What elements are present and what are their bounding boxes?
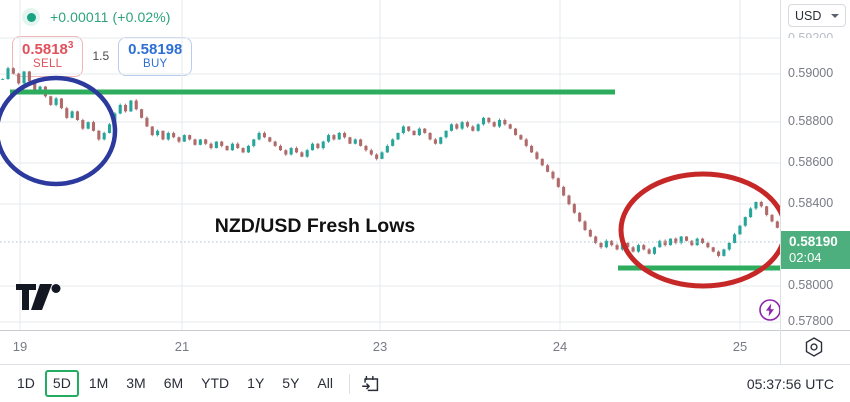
buy-button[interactable]: 0.58198 BUY [118,36,193,77]
utc-clock: 05:37:56 UTC [746,375,834,392]
time-tick-3: 24 [552,339,568,354]
timeframe-buttons: 1D 5D 1M 3M 6M YTD 1Y 5Y All [9,370,341,397]
price-tick-0: 0.59000 [788,66,834,80]
bottom-toolbar: 1D 5D 1M 3M 6M YTD 1Y 5Y All 05:37:56 UTC [0,364,850,402]
time-axis[interactable]: 19 21 23 24 25 [0,330,850,364]
currency-label: USD [795,8,822,23]
buy-price: 0.58198 [128,40,183,58]
price-change-text: +0.00011 (+0.02%) [50,9,171,25]
sell-label: SELL [33,58,63,71]
price-tick-clipped: 0.59200 [788,31,834,38]
axis-divider [780,330,781,364]
price-change-row: +0.00011 (+0.02%) [22,8,171,26]
timeframe-3m[interactable]: 3M [126,375,146,392]
tradingview-logo [16,284,61,310]
current-price-value: 0.58190 [789,234,838,249]
buy-label: BUY [142,57,168,70]
timeframe-1d[interactable]: 1D [17,375,35,392]
blue-ellipse-annotation [0,75,118,187]
order-buttons-row: 0.58183 SELL 1.5 0.58198 BUY [12,36,193,77]
vertical-gridlines [19,0,741,330]
timeframe-5d[interactable]: 5D [44,370,79,397]
toolbar-divider [348,373,350,394]
timeframe-all[interactable]: All [317,375,333,392]
time-tick-1: 21 [174,339,190,354]
bar-countdown: 02:04 [789,249,822,265]
time-tick-4: 25 [732,339,748,354]
calendar-goto-date-icon[interactable] [360,373,382,395]
quote-strip: +0.00011 (+0.02%) 0.58183 SELL 1.5 0.581… [0,0,780,78]
price-tick-3: 0.58400 [788,196,834,210]
timeframe-ytd[interactable]: YTD [201,375,230,392]
timeframe-6m[interactable]: 6M [163,375,184,392]
price-axis[interactable]: USD 0.59200 0.59000 0.58800 0.58600 0.58… [780,0,850,330]
currency-selector[interactable]: USD [788,4,846,27]
timeframe-1m[interactable]: 1M [88,375,109,392]
hexagon-settings-icon[interactable] [803,336,825,358]
candlestick-series [1,66,779,258]
price-chart-canvas[interactable]: NZD/USD Fresh Lows [0,0,780,330]
price-tick-4: 0.58000 [788,278,834,292]
time-tick-0: 19 [12,339,28,354]
sell-button[interactable]: 0.58183 SELL [12,36,84,77]
lightning-bolt-icon[interactable] [758,298,780,322]
price-tick-2: 0.58600 [788,155,834,169]
current-price-badge: 0.58190 02:04 [781,231,850,270]
time-tick-2: 23 [372,339,388,354]
price-tick-1: 0.58800 [788,114,834,128]
timeframe-5y[interactable]: 5Y [282,375,300,392]
timeframe-1y[interactable]: 1Y [247,375,265,392]
horizontal-gridlines [0,37,780,323]
chart-title: NZD/USD Fresh Lows [215,215,416,237]
price-tick-5: 0.57800 [788,314,834,328]
sell-price: 0.58183 [22,40,74,58]
chart-svg: NZD/USD Fresh Lows [0,0,780,330]
spread-value: 1.5 [92,49,110,64]
chevron-down-icon [831,13,839,18]
red-ellipse-annotation [618,171,780,289]
status-dot-icon [22,8,40,26]
